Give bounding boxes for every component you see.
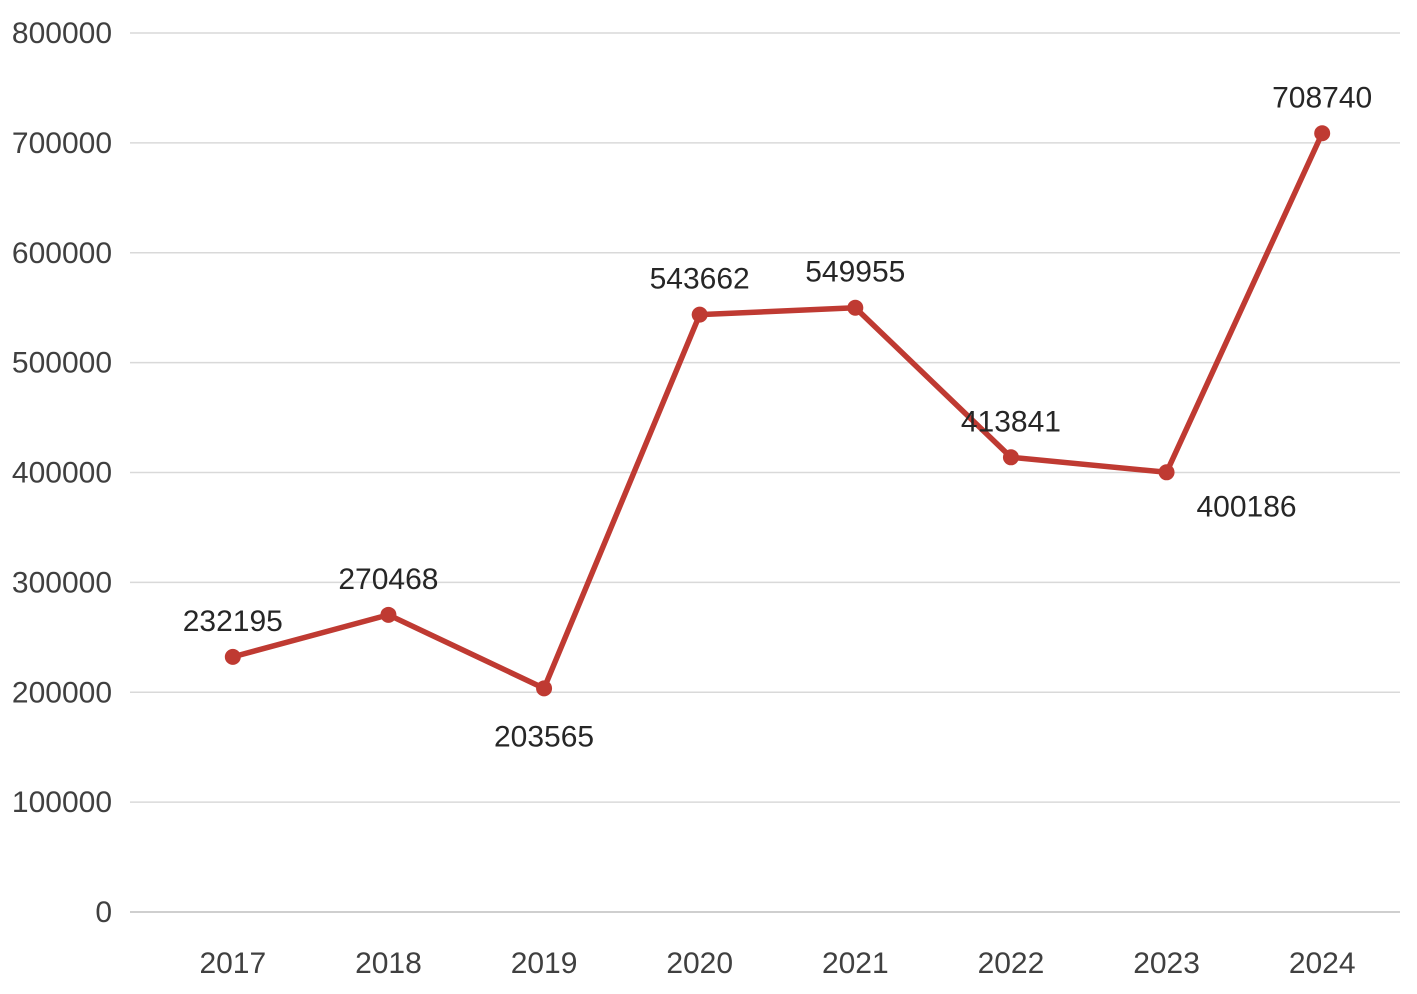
y-tick-label: 500000 — [12, 347, 112, 380]
x-tick-label: 2024 — [1289, 947, 1356, 980]
x-tick-label: 2021 — [822, 947, 889, 980]
x-tick-label: 2019 — [511, 947, 578, 980]
x-tick-label: 2020 — [666, 947, 733, 980]
data-point — [1314, 125, 1331, 142]
x-tick-label: 2018 — [355, 947, 422, 980]
data-point — [536, 680, 553, 697]
data-label: 270468 — [338, 563, 438, 596]
data-label: 413841 — [961, 405, 1061, 438]
x-tick-label: 2023 — [1133, 947, 1200, 980]
series-line — [230, 130, 1325, 692]
y-tick-label: 100000 — [12, 786, 112, 819]
data-label: 708740 — [1272, 81, 1372, 114]
data-label: 549955 — [805, 256, 905, 289]
y-tick-label: 600000 — [12, 237, 112, 270]
data-point — [1002, 449, 1019, 466]
y-tick-label: 800000 — [12, 17, 112, 50]
y-tick-label: 700000 — [12, 127, 112, 160]
data-label: 232195 — [183, 605, 283, 638]
y-tick-label: 200000 — [12, 676, 112, 709]
x-tick-label: 2017 — [199, 947, 266, 980]
data-point — [847, 299, 864, 316]
data-point — [224, 648, 241, 665]
data-point — [691, 306, 708, 323]
data-point — [380, 606, 397, 623]
data-label: 203565 — [494, 720, 594, 753]
y-tick-label: 400000 — [12, 457, 112, 490]
y-tick-label: 300000 — [12, 566, 112, 599]
data-label: 400186 — [1197, 490, 1297, 523]
data-point — [1158, 464, 1175, 481]
data-label: 543662 — [650, 263, 750, 296]
y-tick-label: 0 — [95, 896, 112, 929]
x-tick-label: 2022 — [978, 947, 1045, 980]
